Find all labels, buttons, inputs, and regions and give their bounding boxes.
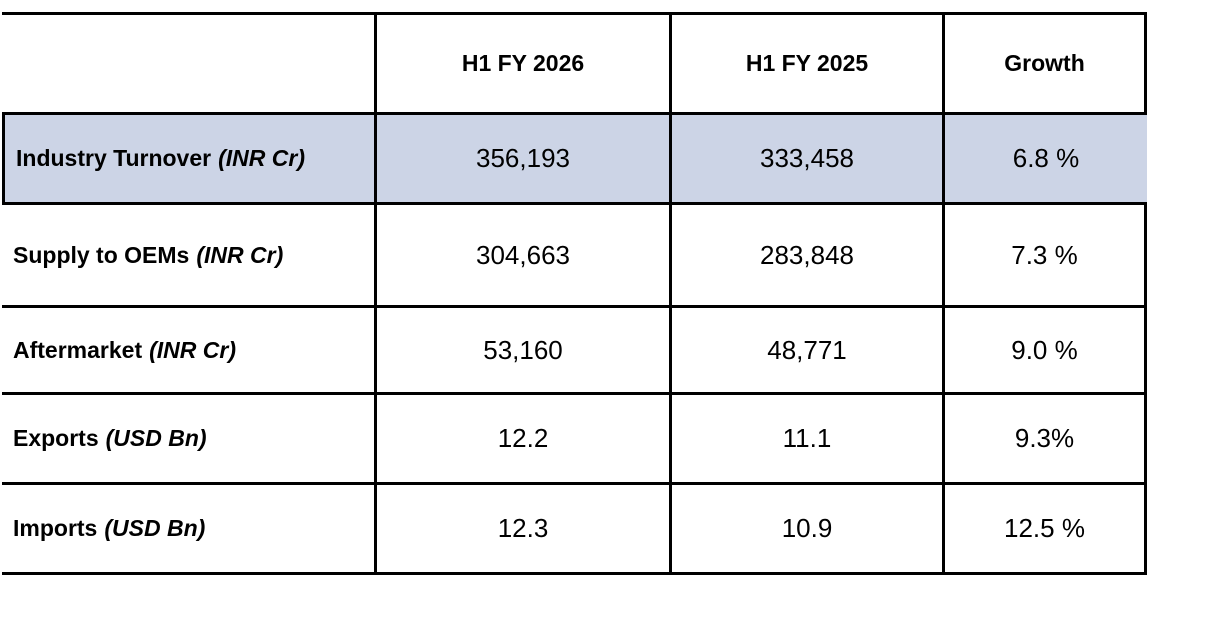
row-label-cell: Industry Turnover (INR Cr) (2, 115, 377, 205)
value-cell-h1fy2025: 283,848 (672, 205, 945, 308)
row-unit: (INR Cr) (196, 241, 284, 268)
value-cell-h1fy2026: 53,160 (377, 308, 672, 395)
value-cell-growth: 6.8 % (945, 115, 1147, 205)
table-row-exports: Exports (USD Bn) 12.2 11.1 9.3% (2, 395, 1147, 485)
row-label: Aftermarket (13, 336, 143, 363)
row-label-cell: Supply to OEMs (INR Cr) (2, 205, 377, 308)
value-cell-growth: 9.0 % (945, 308, 1147, 395)
value-cell-h1fy2026: 356,193 (377, 115, 672, 205)
corner-cell (2, 15, 377, 115)
value-cell-h1fy2025: 333,458 (672, 115, 945, 205)
row-label-cell: Exports (USD Bn) (2, 395, 377, 485)
row-label: Exports (13, 425, 99, 451)
column-header-growth: Growth (945, 15, 1147, 115)
table-row-aftermarket: Aftermarket (INR Cr) 53,160 48,771 9.0 % (2, 308, 1147, 395)
table-row-industry-turnover: Industry Turnover (INR Cr) 356,193 333,4… (2, 115, 1147, 205)
row-unit: (INR Cr) (149, 336, 236, 363)
value-cell-growth: 9.3% (945, 395, 1147, 485)
value-cell-growth: 7.3 % (945, 205, 1147, 308)
value-cell-growth: 12.5 % (945, 485, 1147, 575)
row-label-cell: Imports (USD Bn) (2, 485, 377, 575)
table-header-row: H1 FY 2026 H1 FY 2025 Growth (2, 15, 1147, 115)
value-cell-h1fy2025: 11.1 (672, 395, 945, 485)
value-cell-h1fy2025: 48,771 (672, 308, 945, 395)
row-label-cell: Aftermarket (INR Cr) (2, 308, 377, 395)
value-cell-h1fy2026: 304,663 (377, 205, 672, 308)
value-cell-h1fy2025: 10.9 (672, 485, 945, 575)
industry-performance-table: H1 FY 2026 H1 FY 2025 Growth Industry Tu… (2, 12, 1147, 575)
row-unit: (USD Bn) (105, 425, 207, 451)
row-label: Imports (13, 515, 98, 541)
table-row-supply-to-oems: Supply to OEMs (INR Cr) 304,663 283,848 … (2, 205, 1147, 308)
row-label: Industry Turnover (16, 145, 212, 171)
row-unit: (USD Bn) (104, 515, 206, 541)
row-label: Supply to OEMs (13, 241, 190, 268)
value-cell-h1fy2026: 12.2 (377, 395, 672, 485)
table-row-imports: Imports (USD Bn) 12.3 10.9 12.5 % (2, 485, 1147, 575)
value-cell-h1fy2026: 12.3 (377, 485, 672, 575)
row-unit: (INR Cr) (218, 145, 305, 171)
column-header-h1fy2025: H1 FY 2025 (672, 15, 945, 115)
column-header-h1fy2026: H1 FY 2026 (377, 15, 672, 115)
